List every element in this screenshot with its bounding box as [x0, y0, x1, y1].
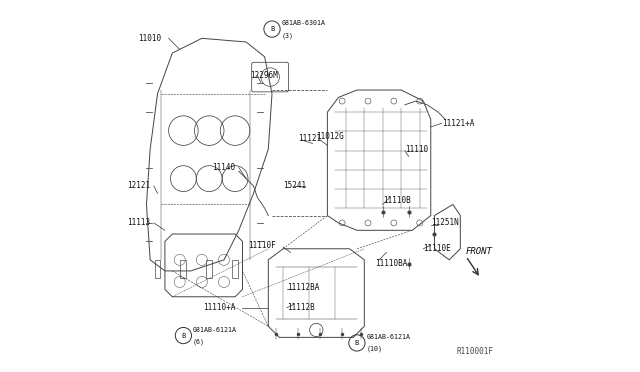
- Text: 12296M: 12296M: [250, 71, 278, 80]
- Text: 11121: 11121: [298, 134, 321, 142]
- Text: B: B: [355, 340, 359, 346]
- Text: 11112B: 11112B: [287, 303, 314, 312]
- Text: 11110F: 11110F: [248, 241, 276, 250]
- Text: 11110BA: 11110BA: [376, 259, 408, 268]
- Text: 081AB-6121A: 081AB-6121A: [367, 334, 410, 340]
- Text: 11140: 11140: [212, 163, 235, 172]
- Text: (10): (10): [367, 346, 383, 352]
- Bar: [155, 260, 161, 278]
- Text: B: B: [181, 333, 186, 339]
- Text: 12121: 12121: [127, 182, 150, 190]
- Text: 11110: 11110: [405, 145, 428, 154]
- Text: 15241: 15241: [283, 182, 306, 190]
- Text: (6): (6): [193, 339, 205, 345]
- Text: 11012G: 11012G: [316, 132, 344, 141]
- Bar: [206, 260, 212, 278]
- Bar: [180, 260, 186, 278]
- Text: R110001F: R110001F: [456, 347, 493, 356]
- Text: 11110E: 11110E: [424, 244, 451, 253]
- Text: 11110B: 11110B: [383, 196, 410, 205]
- Text: 11251N: 11251N: [431, 218, 458, 227]
- Text: 081AB-6121A: 081AB-6121A: [193, 327, 237, 333]
- Text: FRONT: FRONT: [466, 247, 493, 256]
- Text: 11113: 11113: [127, 218, 150, 227]
- Text: 11010: 11010: [138, 34, 161, 43]
- Text: 11110+A: 11110+A: [203, 303, 235, 312]
- Text: 081AB-6301A: 081AB-6301A: [282, 20, 326, 26]
- Text: 11121+A: 11121+A: [442, 119, 474, 128]
- Bar: [232, 260, 238, 278]
- Text: (3): (3): [282, 32, 294, 39]
- Text: B: B: [270, 26, 274, 32]
- Text: 11112BA: 11112BA: [287, 283, 319, 292]
